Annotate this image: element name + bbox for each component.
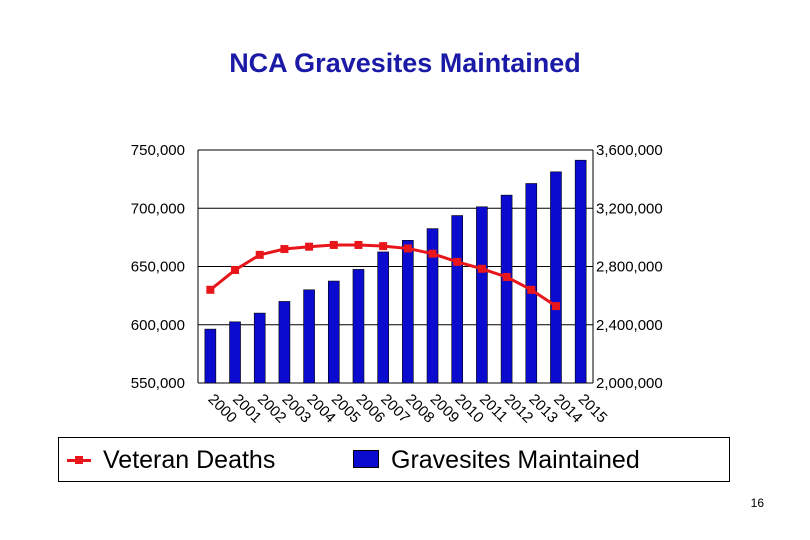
legend-label-veteran-deaths: Veteran Deaths (103, 446, 276, 474)
bar (253, 312, 266, 384)
bar (204, 328, 217, 384)
bar (278, 301, 291, 384)
legend-item-gravesites-maintained: Gravesites Maintained (353, 438, 640, 483)
bar (550, 171, 562, 384)
bar-series-swatch (353, 449, 379, 468)
line-marker (255, 250, 264, 259)
line-marker (453, 257, 462, 266)
y-right-tick-label: 3,200,000 (596, 200, 663, 217)
bar (426, 228, 439, 384)
bar (303, 289, 315, 384)
legend: Veteran Deaths Gravesites Maintained (58, 437, 730, 482)
y-left-tick-label: 650,000 (131, 259, 185, 276)
line-marker (527, 285, 536, 294)
line-marker (477, 264, 486, 273)
legend-item-veteran-deaths: Veteran Deaths (67, 438, 275, 483)
y-right-tick-label: 2,400,000 (596, 317, 663, 334)
legend-label-gravesites-maintained: Gravesites Maintained (391, 446, 640, 474)
y-left-tick-label: 550,000 (131, 375, 185, 392)
bar (574, 159, 587, 384)
y-left-tick-label: 700,000 (131, 200, 185, 217)
y-right-tick-label: 2,800,000 (596, 259, 663, 276)
y-right-tick-label: 2,000,000 (596, 375, 663, 392)
line-marker (329, 240, 338, 249)
bar (327, 280, 340, 384)
y-right-tick-label: 3,600,000 (596, 142, 663, 159)
line-marker (280, 245, 289, 254)
bar (451, 215, 464, 384)
line-series-swatch (67, 456, 91, 464)
line-marker (206, 285, 215, 294)
bar (402, 239, 414, 384)
bar (500, 194, 513, 384)
line-marker (428, 249, 437, 258)
chart-title: NCA Gravesites Maintained (229, 48, 581, 78)
y-left-tick-label: 750,000 (131, 142, 185, 159)
y-left-tick-label: 600,000 (131, 317, 185, 334)
bar (525, 183, 538, 384)
line-marker (379, 242, 388, 251)
bar (352, 269, 365, 384)
line-marker (305, 242, 314, 251)
line-marker (551, 302, 560, 311)
bar (377, 251, 389, 384)
line-marker (502, 272, 511, 281)
bar (476, 206, 488, 384)
line-marker (231, 265, 240, 274)
page-number: 16 (750, 496, 764, 510)
line-marker (354, 240, 363, 249)
bar (229, 321, 241, 384)
line-marker (403, 244, 412, 253)
chart: 550,000 2,000,000 600,000 2,400,000 650,000 2… (131, 142, 663, 426)
